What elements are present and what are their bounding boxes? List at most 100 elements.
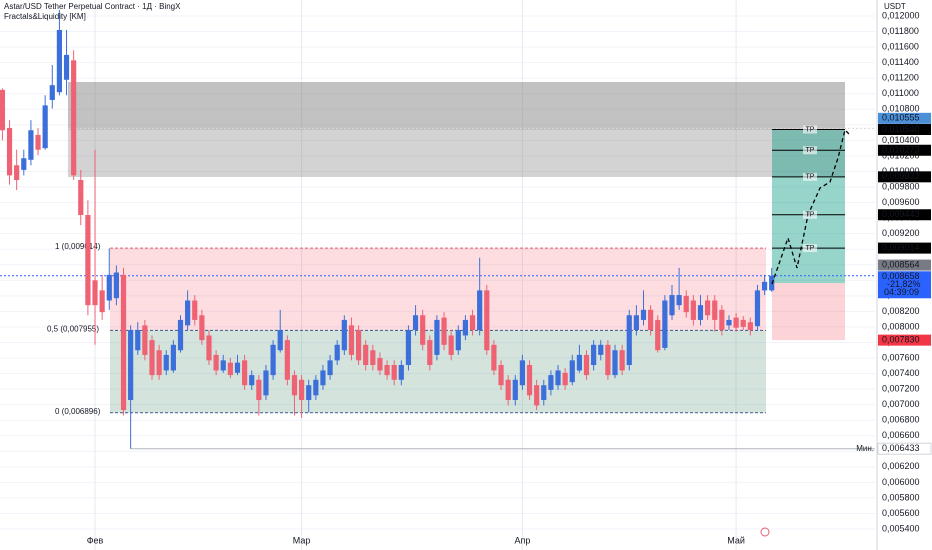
level-badge xyxy=(878,242,931,254)
level-label: 0,009931 xyxy=(882,171,920,181)
level-badge xyxy=(878,171,931,183)
candle-body xyxy=(234,362,241,373)
candle-body xyxy=(341,319,347,351)
candle-body xyxy=(6,127,13,176)
candle-body xyxy=(120,274,127,411)
level-badge xyxy=(878,112,931,124)
candle-body xyxy=(705,300,711,316)
level-badge xyxy=(878,144,931,156)
candle-body xyxy=(683,295,689,313)
take-profit-label: TP xyxy=(806,245,815,252)
level-badge xyxy=(878,334,931,346)
fib-zone-upper xyxy=(110,248,766,331)
candle-body xyxy=(726,319,732,326)
candle-body xyxy=(156,350,162,376)
candle-body xyxy=(298,379,305,400)
candle-body xyxy=(128,330,134,400)
candle-body xyxy=(327,360,333,376)
take-profit-label-bg xyxy=(803,146,817,155)
candle-body xyxy=(662,300,668,348)
candle-body xyxy=(199,315,205,341)
y-tick-label: 0,009800 xyxy=(882,181,920,191)
last-price-label: 0,008658 xyxy=(882,271,920,281)
candle-body xyxy=(249,375,255,386)
candle-body xyxy=(591,344,597,366)
take-profit-label: TP xyxy=(806,174,815,181)
candle-body xyxy=(754,290,761,327)
y-tick-label: 0,006600 xyxy=(882,430,920,440)
candle-body xyxy=(170,344,176,371)
candle-body xyxy=(712,300,718,320)
candle-body xyxy=(583,354,590,376)
candle-body xyxy=(690,300,696,320)
candle-body xyxy=(227,362,233,376)
last-price-badge xyxy=(878,271,931,299)
candle-body xyxy=(605,344,611,376)
candle-body xyxy=(669,295,675,316)
candle-body xyxy=(192,300,198,320)
candle-body xyxy=(398,365,404,380)
candle-body xyxy=(405,330,412,366)
candle-body xyxy=(106,274,112,301)
y-tick-label: 0,011200 xyxy=(882,73,919,83)
candle-body xyxy=(377,358,383,371)
level-badge xyxy=(878,209,931,221)
candle-body xyxy=(648,309,654,331)
candle-body xyxy=(99,290,105,313)
candle-body xyxy=(263,370,269,396)
y-tick-label: 0,009600 xyxy=(882,197,920,207)
y-tick-label: 0,006800 xyxy=(882,415,920,425)
y-tick-label: 0,006200 xyxy=(882,461,920,471)
take-profit-label-bg xyxy=(803,172,817,181)
candle-body xyxy=(391,365,397,380)
candle-body xyxy=(135,330,141,351)
candle-body xyxy=(28,130,34,160)
candle-body xyxy=(21,158,27,170)
x-tick-label: Мар xyxy=(293,535,311,545)
y-tick-label: 0,007600 xyxy=(882,352,920,362)
candle-body xyxy=(626,315,632,366)
candle-body xyxy=(441,317,447,345)
candle-body xyxy=(548,375,554,390)
grid xyxy=(0,0,875,550)
level-label: 0,009443 xyxy=(882,209,920,219)
candle-body xyxy=(619,350,625,371)
y-tick-label: 0,006000 xyxy=(882,477,920,487)
candle-body xyxy=(733,317,739,328)
y-tick-label: 0,012000 xyxy=(882,10,920,20)
y-tick-label: 0,010800 xyxy=(882,104,920,114)
candle-body xyxy=(469,315,476,331)
candle-body xyxy=(740,319,746,327)
take-profit-label: TP xyxy=(806,212,815,219)
candle-body xyxy=(291,375,298,396)
candle-body xyxy=(655,319,661,351)
candle-body xyxy=(42,105,48,149)
candle-body xyxy=(491,344,497,371)
fib-label: 1 (0,009014) xyxy=(55,242,101,251)
currency-label: USDT xyxy=(884,2,906,11)
candle-body xyxy=(434,319,440,355)
fib-label: 0 (0,006896) xyxy=(55,407,101,416)
candle-body xyxy=(113,272,119,299)
candle-body xyxy=(78,180,84,215)
candle-body xyxy=(306,385,312,400)
take-profit-label-bg xyxy=(803,244,817,253)
level-label: 0,008564 xyxy=(882,259,920,269)
candle-body xyxy=(640,309,647,320)
last-price-change: -21,82% xyxy=(887,279,921,289)
candle-body xyxy=(455,330,461,351)
take-profit-label: TP xyxy=(806,126,815,133)
candle-body xyxy=(213,354,219,371)
level-label: 0,010540 xyxy=(882,124,920,134)
y-tick-label: 0,011800 xyxy=(882,26,919,36)
candle-body xyxy=(427,340,433,366)
y-tick-label: 0,010400 xyxy=(882,135,920,145)
candle-body xyxy=(448,335,454,355)
y-tick-label: 0,011000 xyxy=(882,88,919,98)
candle-body xyxy=(56,30,63,93)
candle-body xyxy=(384,365,390,376)
candle-body xyxy=(284,340,290,380)
candle-body xyxy=(320,370,326,386)
candle-body xyxy=(462,319,469,336)
candle-body xyxy=(512,379,518,400)
